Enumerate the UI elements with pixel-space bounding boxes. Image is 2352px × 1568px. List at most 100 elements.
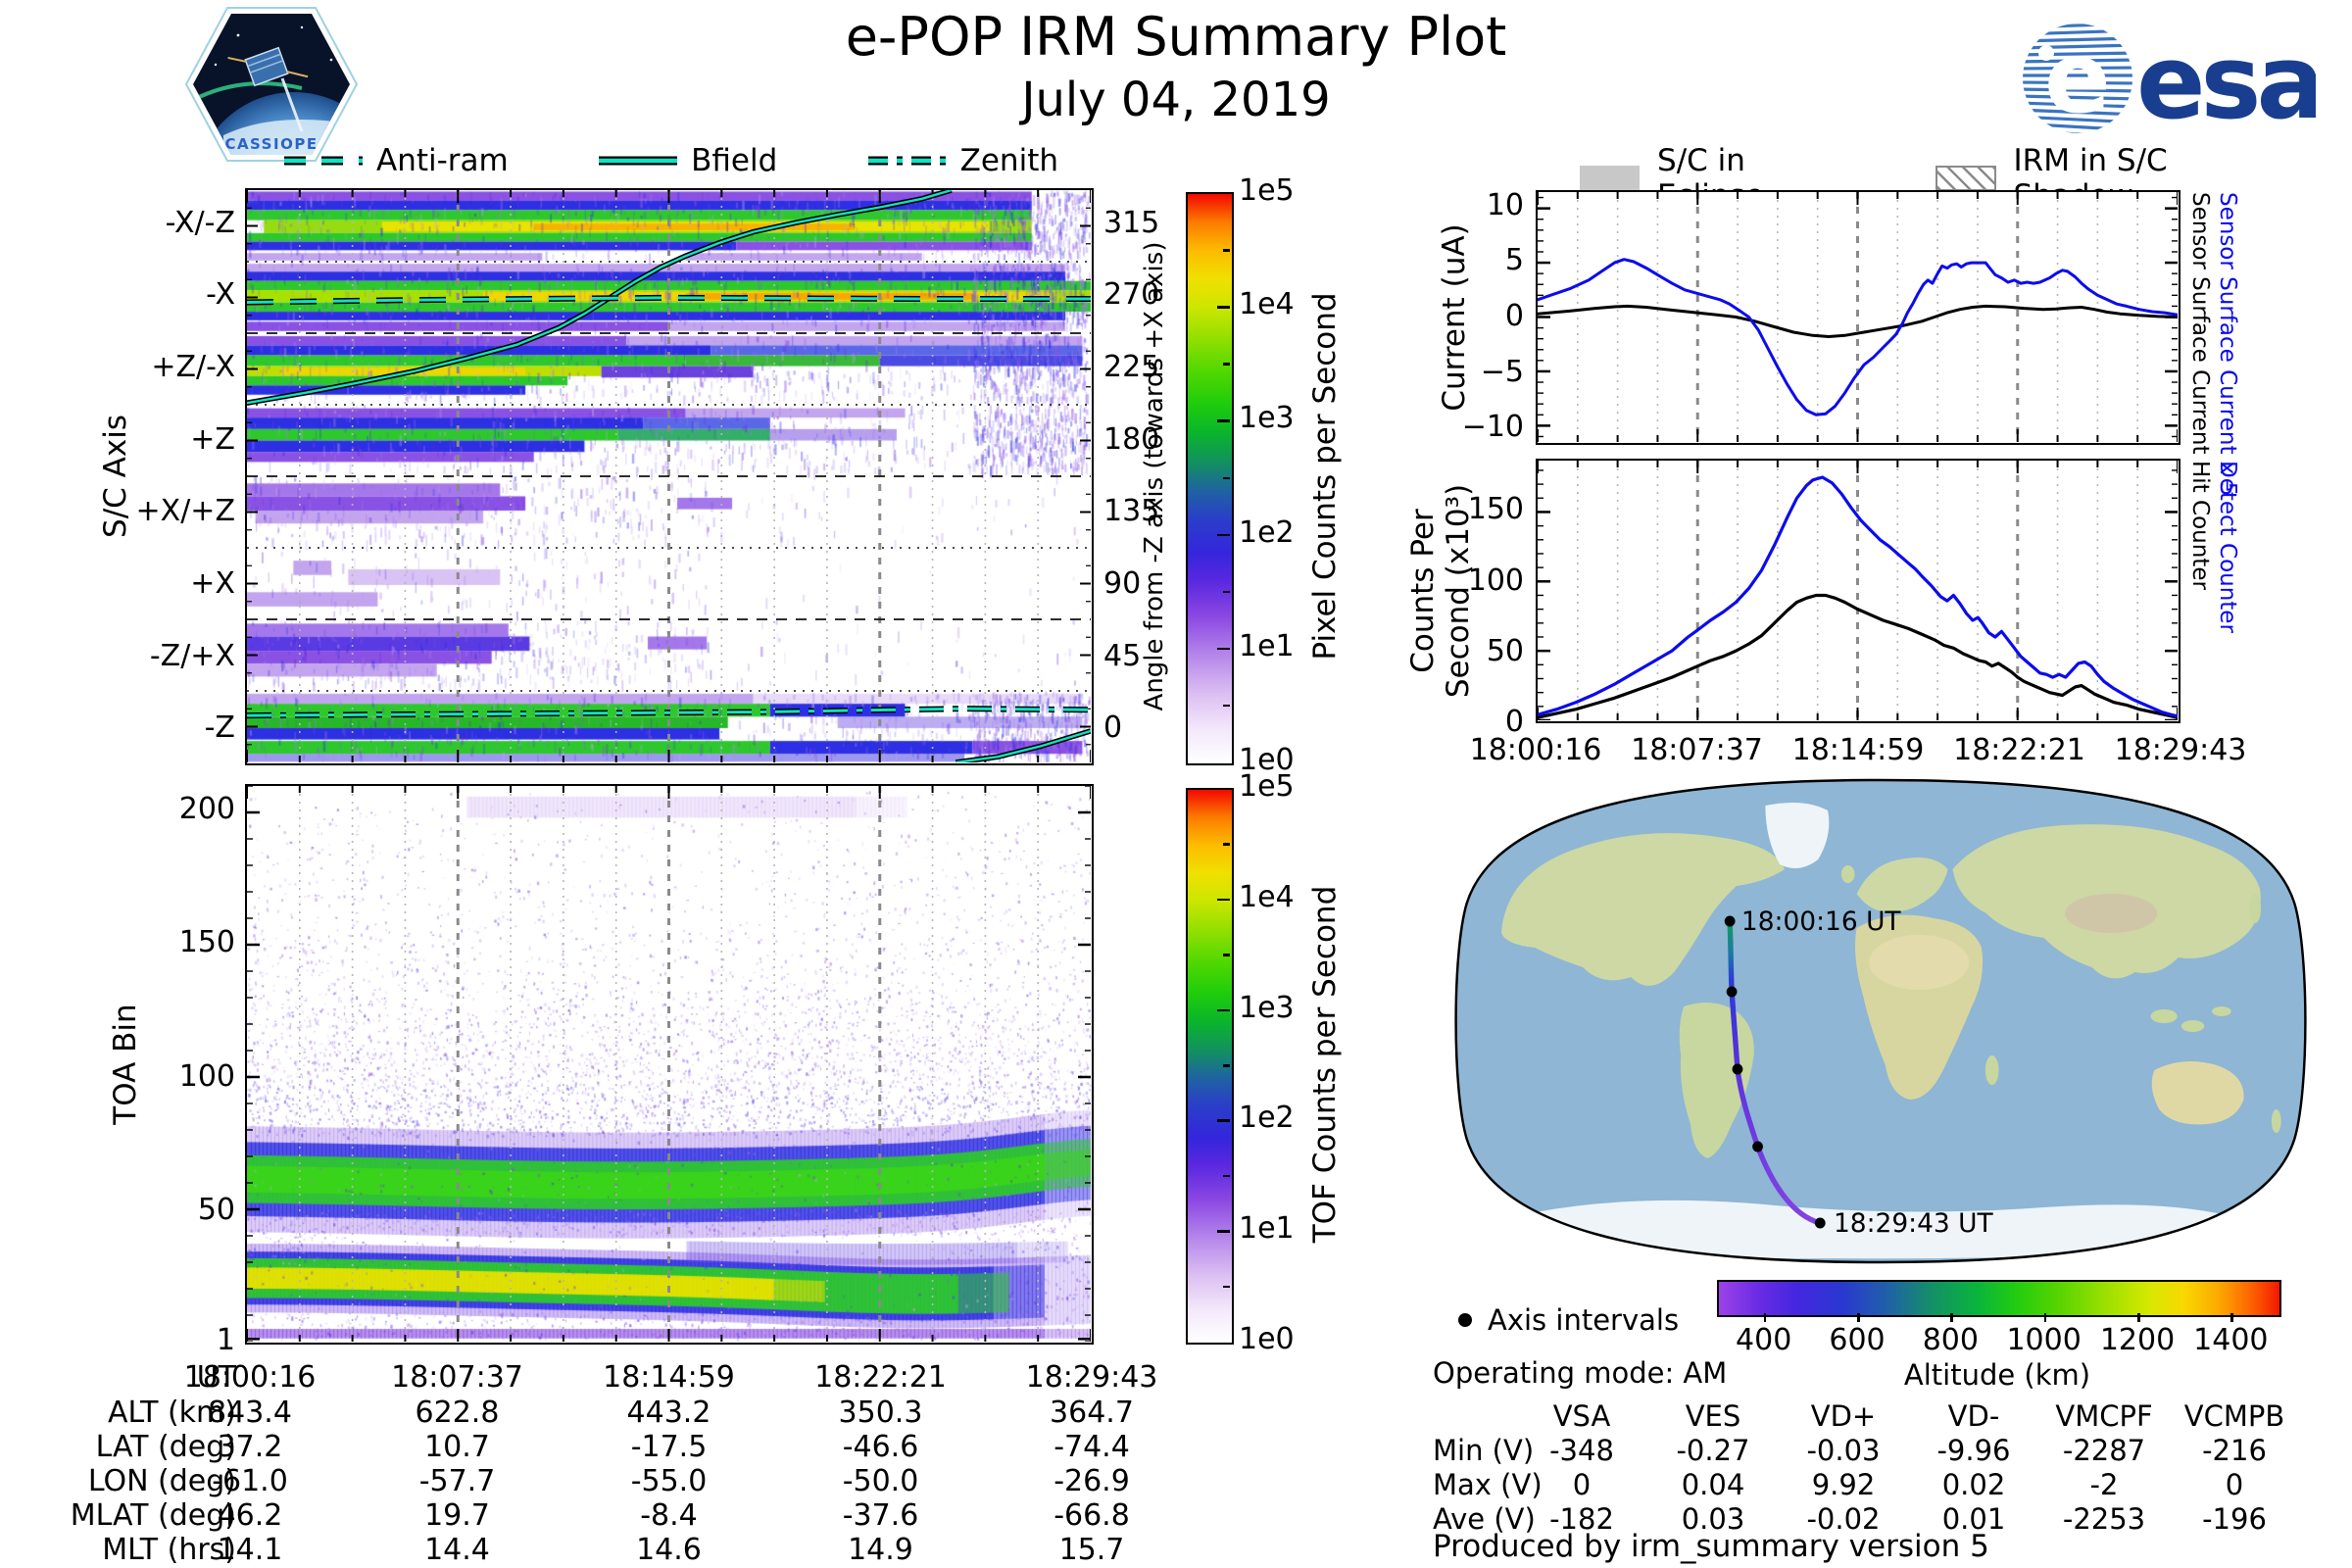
altitude-tick-label: 1000 xyxy=(2006,1323,2082,1357)
counters-ytick-label: 150 xyxy=(1467,492,1524,527)
counters-ytick-label: 50 xyxy=(1486,633,1524,668)
map-end-time-label: 18:29:43 UT xyxy=(1834,1208,1993,1239)
sc-axis-category-label: +Z/-X xyxy=(151,350,235,385)
colorbar-tick xyxy=(1223,1064,1230,1067)
table-cell: 18:07:37 xyxy=(391,1360,523,1395)
eclipse-swatch-icon xyxy=(1580,166,1641,191)
table-cell: 622.8 xyxy=(415,1396,500,1430)
voltage-cell: -0.27 xyxy=(1676,1434,1750,1467)
colorbar-tick xyxy=(1223,476,1230,479)
toa-ylabel: TOA Bin xyxy=(108,1004,143,1125)
legend-label: Anti-ram xyxy=(376,143,509,178)
table-row-label: MLAT (deg) xyxy=(70,1498,236,1533)
esa-logo: e esa xyxy=(2017,8,2326,153)
madagascar xyxy=(1984,1055,1999,1085)
north-america xyxy=(1500,833,1785,986)
himalaya xyxy=(2065,894,2158,933)
cassiope-mission-patch: CASSIOPE xyxy=(184,6,359,163)
table-cell: -55.0 xyxy=(630,1464,708,1498)
colorbar-tick xyxy=(1223,1174,1230,1178)
voltage-cell: -196 xyxy=(2202,1502,2267,1536)
altitude-tick xyxy=(1950,1313,1953,1322)
svg-text:e: e xyxy=(2044,21,2111,135)
table-row-label: LAT (deg) xyxy=(95,1430,236,1464)
japan xyxy=(2249,894,2262,923)
table-cell: 14.9 xyxy=(848,1533,913,1567)
produced-by: Produced by irm_summary version 5 xyxy=(1433,1529,1989,1564)
legend-item-zenith: Zenith xyxy=(867,143,1058,178)
altitude-tick-label: 1200 xyxy=(2099,1323,2176,1357)
colorbar-tick xyxy=(1223,590,1230,594)
voltage-cell: 0.01 xyxy=(1941,1502,2006,1536)
toa-ytick-label: 200 xyxy=(178,792,235,827)
colorbar-tick xyxy=(1217,1008,1230,1012)
table-cell: -74.4 xyxy=(1054,1430,1130,1464)
voltage-column-header: VMCPF xyxy=(2055,1399,2153,1433)
table-row-label: ALT (km) xyxy=(108,1396,236,1430)
current-right-label-black: Sensor Surface Current xyxy=(2187,192,2214,455)
counters-ytick-label: 100 xyxy=(1467,563,1524,598)
voltage-cell: -2287 xyxy=(2062,1434,2146,1467)
table-cell: 18:00:16 xyxy=(183,1360,317,1395)
sc-axis-category-label: +X xyxy=(190,565,235,601)
table-cell: -50.0 xyxy=(842,1464,919,1498)
voltage-cell: 0 xyxy=(2225,1468,2244,1501)
table-cell: -26.9 xyxy=(1054,1464,1130,1498)
angle-tick-label: 135 xyxy=(1103,494,1160,529)
altitude-tick xyxy=(2137,1313,2140,1322)
colorbar-tick xyxy=(1223,1285,1230,1289)
table-cell: 10.7 xyxy=(424,1430,490,1464)
altitude-tick-label: 400 xyxy=(1736,1323,1792,1357)
greenland xyxy=(1765,802,1830,868)
new-zealand xyxy=(2271,1109,2281,1133)
tof-colorbar-label: TOF Counts per Second xyxy=(1307,885,1343,1244)
shadow-hatch-swatch-icon xyxy=(1936,166,1996,191)
table-cell: -66.8 xyxy=(1054,1498,1130,1533)
altitude-colorbar xyxy=(1717,1280,2281,1317)
voltage-cell: -2253 xyxy=(2062,1502,2146,1536)
europe xyxy=(1856,857,1948,912)
esa-wordmark: esa xyxy=(2136,23,2316,142)
legend-label: Zenith xyxy=(959,143,1058,178)
cassiope-patch-label: CASSIOPE xyxy=(224,135,318,153)
axis-intervals-label: Axis intervals xyxy=(1488,1303,1680,1337)
colorbar-tick-label: 1e3 xyxy=(1239,990,1295,1025)
current-ytick-label: −10 xyxy=(1461,410,1524,445)
pixel-colorbar-label: Pixel Counts per Second xyxy=(1307,292,1343,661)
table-cell: -57.7 xyxy=(418,1464,496,1498)
time-tick-label: 18:14:59 xyxy=(1791,733,1925,767)
table-cell: 14.6 xyxy=(636,1533,702,1567)
altitude-colorbar-label: Altitude (km) xyxy=(1903,1358,2091,1392)
voltage-row-label: Min (V) xyxy=(1433,1434,1535,1467)
sc-axis-category-label: -X/-Z xyxy=(165,205,235,240)
toa-ytick-label: 1 xyxy=(216,1323,235,1358)
legend-label: Bfield xyxy=(691,143,778,178)
island-1 xyxy=(2150,1009,2178,1023)
altitude-tick xyxy=(2230,1313,2233,1322)
voltage-cell: -0.02 xyxy=(1806,1502,1881,1536)
voltage-cell: 0.02 xyxy=(1941,1468,2006,1501)
sc-axis-spectrogram-plot xyxy=(245,188,1094,765)
table-cell: -61.0 xyxy=(212,1464,288,1498)
colorbar-tick-label: 1e5 xyxy=(1239,173,1295,208)
table-row-label: UT xyxy=(196,1360,236,1395)
sc-axis-category-label: -X xyxy=(206,277,235,313)
dashdot-line-icon xyxy=(867,156,947,166)
sc-axis-category-label: -Z xyxy=(204,710,235,746)
time-tick-label: 18:22:21 xyxy=(1953,733,2085,767)
time-tick-label: 18:29:43 xyxy=(2114,733,2247,767)
sc-axis-category-label: +Z xyxy=(190,421,235,457)
toa-ytick-label: 50 xyxy=(197,1192,235,1227)
voltage-cell: -2 xyxy=(2089,1468,2119,1501)
toa-ytick-label: 100 xyxy=(178,1058,235,1094)
page-title: e-POP IRM Summary Plot xyxy=(845,6,1507,68)
world-map-graphic: 18:00:16 UT 18:29:43 UT xyxy=(1454,778,2307,1264)
current-ytick-label: 0 xyxy=(1504,299,1524,333)
counters-plot xyxy=(1536,459,2180,723)
table-cell: 19.7 xyxy=(424,1498,490,1533)
solid-line-icon xyxy=(599,156,678,166)
toa-spectrogram-plot xyxy=(245,784,1094,1345)
world-map: 18:00:16 UT 18:29:43 UT xyxy=(1448,776,2313,1266)
colorbar-tick-label: 1e2 xyxy=(1239,1101,1295,1136)
angle-tick-label: 225 xyxy=(1103,350,1160,385)
